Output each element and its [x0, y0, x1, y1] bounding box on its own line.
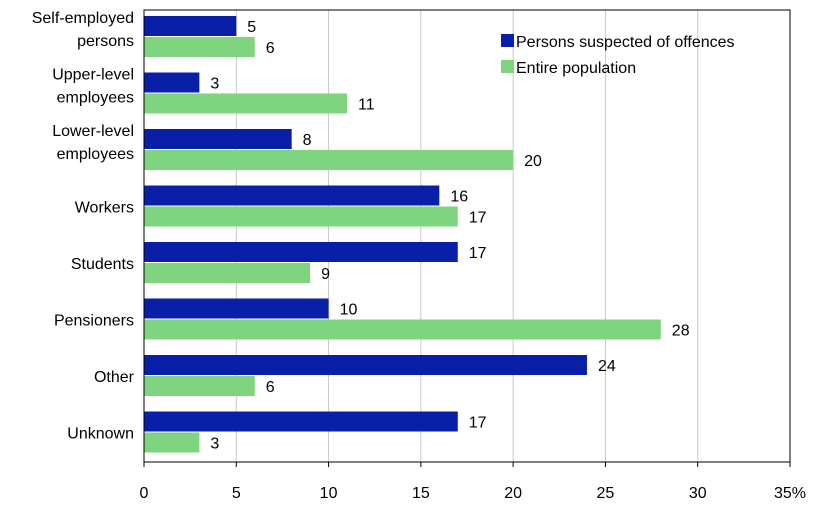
bar: [144, 185, 440, 206]
legend-swatch: [501, 34, 514, 47]
value-label: 3: [210, 76, 219, 93]
x-tick-label: 5: [232, 485, 241, 502]
bars: [144, 16, 661, 453]
value-label: 6: [266, 40, 275, 57]
legend: Persons suspected of offences Entire popu…: [501, 34, 735, 77]
bar: [144, 242, 458, 262]
bar: [144, 129, 292, 149]
axes: [143, 9, 791, 467]
x-tick-label: 25: [597, 485, 615, 502]
category-label: Unknown: [67, 426, 134, 443]
legend-swatch: [501, 60, 514, 73]
x-tick-labels: 0 5 10 15 20 25 30 35%: [140, 485, 806, 502]
bar: [144, 150, 514, 170]
category-label: Students: [71, 256, 134, 273]
bar: [144, 411, 458, 432]
bar: [144, 263, 311, 283]
value-label: 16: [450, 189, 468, 206]
legend-label: Persons suspected of offences: [516, 34, 735, 51]
category-labels: Self-employed persons Upper-level employees…: [32, 10, 135, 443]
x-tick-label: 35%: [774, 485, 806, 502]
value-label: 6: [266, 379, 275, 396]
value-label: 24: [598, 358, 616, 375]
category-label: Workers: [75, 200, 134, 217]
bar: [144, 319, 661, 340]
category-label: employees: [57, 146, 134, 163]
x-tick-label: 10: [320, 485, 338, 502]
x-tick-label: 0: [140, 485, 149, 502]
category-label: Pensioners: [54, 313, 134, 330]
bar: [144, 72, 200, 93]
grid-lines: [235, 10, 791, 462]
bar: [144, 16, 237, 36]
bar: [144, 93, 348, 114]
category-label: Lower-level: [52, 123, 134, 140]
value-label: 17: [469, 415, 487, 432]
x-tick-label: 30: [689, 485, 707, 502]
bar: [144, 376, 255, 396]
bar: [144, 206, 458, 227]
bar: [144, 298, 329, 319]
value-label: 28: [672, 323, 690, 340]
category-label: Self-employed: [32, 10, 134, 27]
category-label: Other: [94, 369, 135, 386]
value-label: 17: [469, 210, 487, 227]
x-tick-label: 15: [412, 485, 430, 502]
value-label: 8: [303, 132, 312, 149]
value-label: 5: [247, 19, 256, 36]
value-label: 11: [358, 97, 375, 114]
category-label: employees: [57, 90, 134, 107]
value-label: 10: [340, 302, 358, 319]
plot-border: [143, 9, 791, 463]
value-label: 20: [524, 153, 542, 170]
legend-label: Entire population: [516, 60, 636, 77]
bar: [144, 355, 587, 375]
value-label: 17: [469, 245, 487, 262]
value-label: 3: [210, 436, 219, 453]
bar: [144, 432, 200, 453]
category-label: Upper-level: [52, 67, 134, 84]
value-label: 9: [321, 266, 330, 283]
x-tick-label: 20: [504, 485, 522, 502]
bar: [144, 37, 255, 57]
category-label: persons: [77, 33, 134, 50]
